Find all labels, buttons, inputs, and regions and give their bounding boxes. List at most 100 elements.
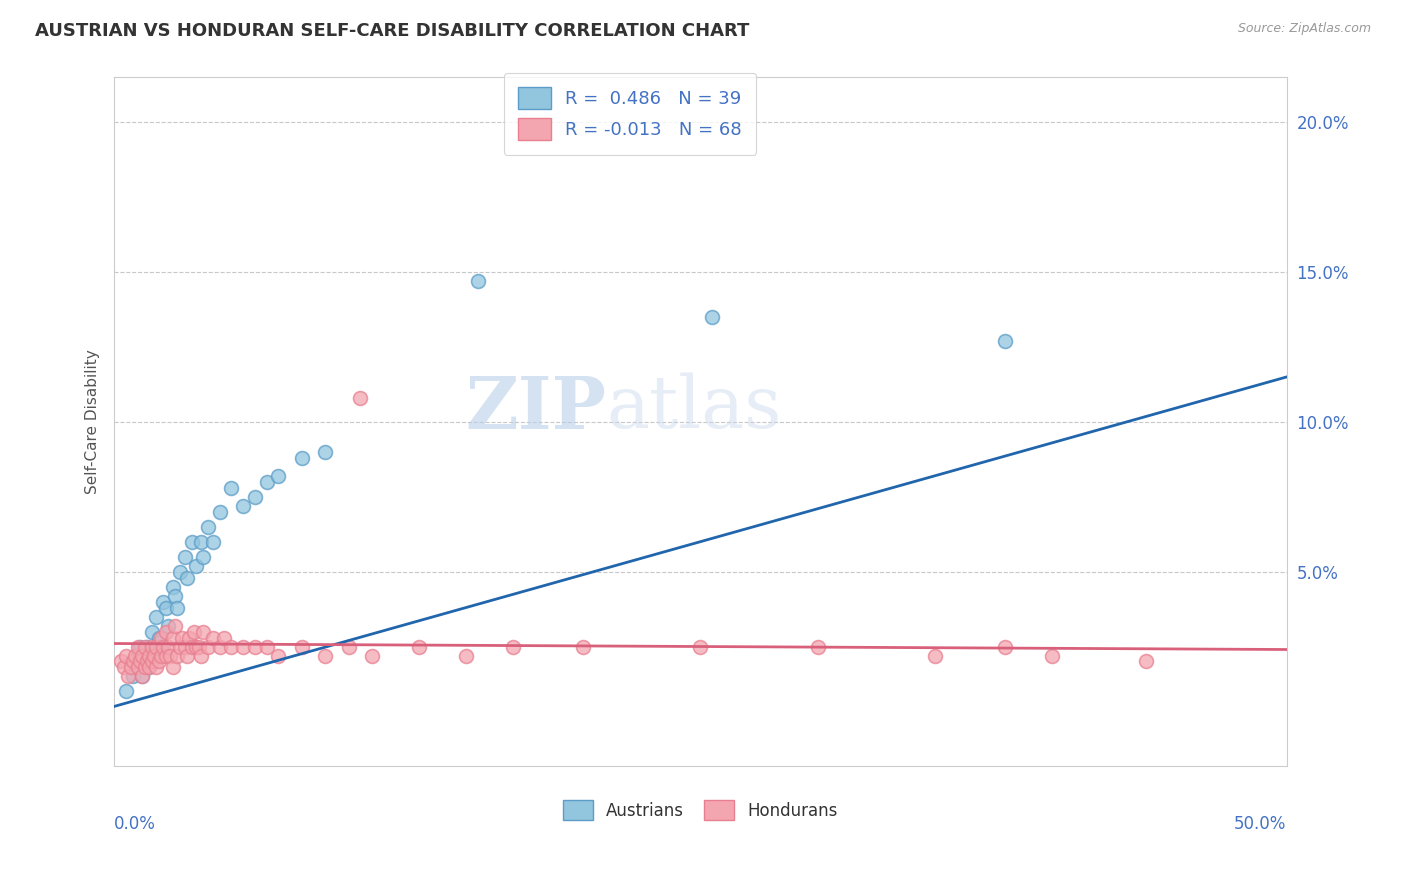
Point [129,655,152,669]
Point [115,648,138,663]
Point [176,648,198,663]
Point [165,618,187,632]
Point [361,648,384,663]
Point [134,655,156,669]
Point [134,640,156,654]
Point [155,624,177,639]
Point [700,310,723,324]
Point [180,534,202,549]
Text: ZIP: ZIP [465,373,606,443]
Point [129,640,152,654]
Point [221,640,243,654]
Point [190,534,212,549]
Point [131,669,153,683]
Point [994,640,1017,654]
Point [1040,648,1063,663]
Point [166,648,188,663]
Point [267,648,290,663]
Point [291,450,314,465]
Point [131,648,153,663]
Point [141,640,163,654]
Point [572,640,595,654]
Point [267,468,290,483]
Point [117,669,139,683]
Point [138,660,160,674]
Point [190,648,212,663]
Point [454,648,477,663]
Point [1135,655,1157,669]
Point [143,648,166,663]
Point [201,631,224,645]
Point [145,640,167,654]
Point [150,640,173,654]
Point [159,648,181,663]
Point [143,648,166,663]
Point [157,640,180,654]
Point [169,640,191,654]
Point [157,618,180,632]
Point [214,631,236,645]
Point [145,609,167,624]
Point [150,648,173,663]
Point [162,660,184,674]
Point [131,669,153,683]
Point [337,640,360,654]
Text: Source: ZipAtlas.com: Source: ZipAtlas.com [1237,22,1371,36]
Point [467,274,489,288]
Point [243,640,266,654]
Point [408,640,430,654]
Point [155,648,177,663]
Point [166,600,188,615]
Point [201,534,224,549]
Point [162,580,184,594]
Point [256,475,278,489]
Point [127,655,149,669]
Point [150,631,173,645]
Point [291,640,314,654]
Point [165,589,187,603]
Point [193,549,215,564]
Point [689,640,711,654]
Point [183,624,205,639]
Point [173,549,195,564]
Point [193,624,215,639]
Point [256,640,278,654]
Point [112,660,135,674]
Point [134,660,156,674]
Point [138,660,160,674]
Point [187,640,209,654]
Point [349,391,371,405]
Point [141,655,163,669]
Point [169,565,191,579]
Text: 50.0%: 50.0% [1234,814,1286,832]
Point [127,660,149,674]
Point [179,631,201,645]
Point [807,640,830,654]
Point [138,648,160,663]
Point [127,640,149,654]
Point [145,660,167,674]
Point [162,631,184,645]
Point [141,624,163,639]
Point [136,655,159,669]
Point [186,558,208,573]
Point [197,519,219,533]
Text: atlas: atlas [606,373,782,443]
Point [173,640,195,654]
Point [152,594,174,608]
Point [502,640,524,654]
Point [221,481,243,495]
Point [180,640,202,654]
Point [115,684,138,698]
Point [232,499,254,513]
Point [110,655,132,669]
Point [186,640,208,654]
Point [122,655,145,669]
Text: 0.0%: 0.0% [114,814,156,832]
Point [314,445,336,459]
Point [148,631,170,645]
Point [176,571,198,585]
Point [197,640,219,654]
Point [122,669,145,683]
Point [120,660,142,674]
